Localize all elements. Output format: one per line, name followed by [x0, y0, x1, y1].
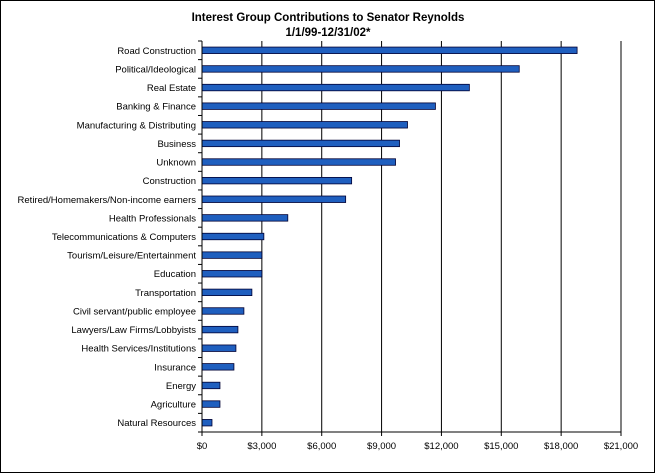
- bar-16: [201, 344, 237, 352]
- gridlines: [261, 41, 622, 432]
- category-label-13: Transportation: [135, 288, 196, 299]
- category-label-14: Civil servant/public employee: [73, 306, 196, 317]
- category-label-15: Lawyers/Law Firms/Lobbyists: [71, 325, 196, 336]
- bar-13: [201, 288, 253, 297]
- bar-11: [201, 251, 263, 259]
- x-tick-label-6: $18,000: [544, 441, 578, 452]
- axes: [198, 40, 622, 436]
- category-label-9: Health Professionals: [109, 213, 196, 224]
- bar-8: [201, 195, 347, 203]
- bar-14: [201, 307, 245, 315]
- bar-17: [201, 363, 235, 371]
- bar-7: [201, 176, 353, 185]
- category-label-20: Natural Resources: [117, 418, 196, 429]
- bar-9: [201, 214, 289, 222]
- category-label-0: Road Construction: [117, 46, 196, 57]
- category-labels: Road Construction Political/Ideological Re…: [18, 46, 197, 429]
- bar-10: [201, 232, 265, 241]
- bars: [201, 46, 578, 427]
- x-tick-label-1: $3,000: [247, 441, 276, 452]
- category-label-8: Retired/Homemakers/Non-income earners: [18, 195, 197, 206]
- x-tick-labels: $0 $3,000 $6,000 $9,000 $12,000 $15,000 $18,00…: [197, 441, 638, 452]
- category-label-18: Energy: [166, 381, 196, 392]
- bar-5: [201, 139, 400, 148]
- category-label-4: Manufacturing & Distributing: [77, 120, 196, 131]
- bar-4: [201, 121, 408, 129]
- chart-title: Interest Group Contributions to Senator …: [192, 12, 465, 24]
- category-label-16: Health Services/Institutions: [81, 344, 196, 355]
- bar-1: [201, 65, 520, 73]
- bar-3: [201, 102, 436, 110]
- x-tick-label-3: $9,000: [367, 441, 396, 452]
- bar-20: [201, 419, 213, 427]
- x-tick-label-7: $21,000: [604, 441, 638, 452]
- category-label-17: Insurance: [154, 362, 196, 373]
- chart-subtitle: 1/1/99-12/31/02*: [285, 27, 371, 39]
- category-label-1: Political/Ideological: [115, 64, 196, 75]
- category-label-5: Business: [157, 139, 196, 150]
- category-label-3: Banking & Finance: [116, 102, 196, 113]
- bar-6: [201, 158, 396, 166]
- x-tick-label-0: $0: [197, 441, 208, 452]
- category-label-19: Agriculture: [151, 400, 196, 411]
- category-label-2: Real Estate: [147, 83, 196, 94]
- category-label-10: Telecommunications & Computers: [52, 232, 196, 243]
- category-label-7: Construction: [143, 176, 196, 187]
- bar-0: [201, 46, 578, 54]
- category-label-12: Education: [154, 269, 196, 280]
- category-label-11: Tourism/Leisure/Entertainment: [67, 251, 196, 262]
- bar-15: [201, 325, 239, 334]
- bar-2: [201, 83, 470, 92]
- x-tick-label-2: $6,000: [307, 441, 336, 452]
- bar-18: [201, 381, 221, 390]
- x-tick-label-4: $12,000: [424, 441, 458, 452]
- bar-19: [201, 400, 221, 408]
- category-label-6: Unknown: [156, 158, 196, 169]
- bar-12: [201, 270, 263, 278]
- x-tick-label-5: $15,000: [484, 441, 518, 452]
